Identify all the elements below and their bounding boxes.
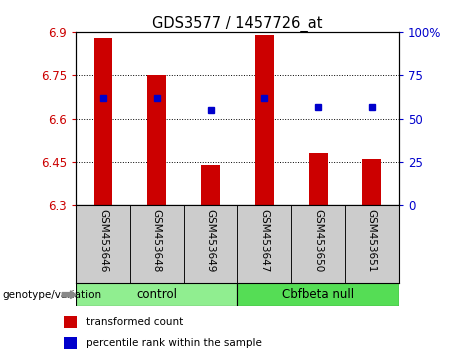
Bar: [76, 205, 130, 283]
Bar: [291, 205, 345, 283]
Bar: [130, 205, 183, 283]
Text: genotype/variation: genotype/variation: [2, 290, 101, 300]
Text: GSM453650: GSM453650: [313, 209, 323, 273]
Text: percentile rank within the sample: percentile rank within the sample: [86, 338, 262, 348]
Bar: [148, 75, 166, 205]
Bar: [76, 283, 237, 306]
Text: GSM453648: GSM453648: [152, 209, 162, 273]
Bar: [201, 165, 220, 205]
Text: GSM453647: GSM453647: [259, 209, 269, 273]
Bar: [64, 337, 77, 349]
Text: GSM453651: GSM453651: [367, 209, 377, 273]
Bar: [309, 153, 327, 205]
Bar: [183, 205, 237, 283]
Bar: [237, 283, 399, 306]
Title: GDS3577 / 1457726_at: GDS3577 / 1457726_at: [152, 16, 323, 32]
Text: GSM453646: GSM453646: [98, 209, 108, 273]
Bar: [362, 159, 381, 205]
Text: control: control: [136, 288, 177, 301]
Text: transformed count: transformed count: [86, 317, 183, 327]
Text: GSM453649: GSM453649: [206, 209, 216, 273]
Text: Cbfbeta null: Cbfbeta null: [282, 288, 354, 301]
Bar: [94, 38, 112, 205]
Bar: [255, 35, 274, 205]
Bar: [237, 205, 291, 283]
Bar: [345, 205, 399, 283]
Bar: [64, 316, 77, 328]
